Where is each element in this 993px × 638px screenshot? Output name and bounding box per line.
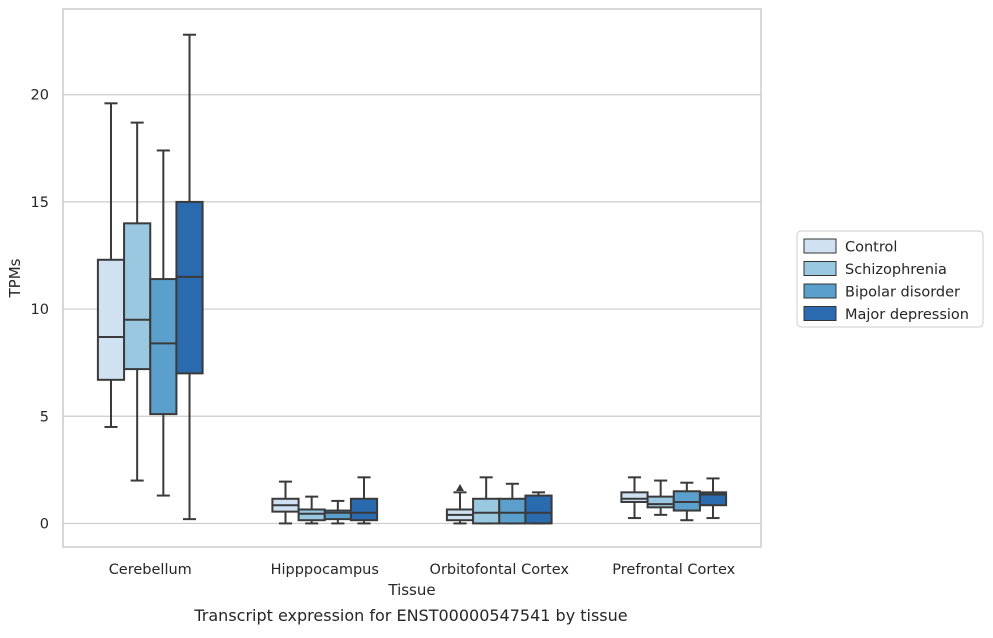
box-plot — [175, 33, 204, 521]
x-tick-label: Prefrontal Cortex — [612, 562, 735, 578]
legend-swatch — [803, 238, 837, 254]
box-iqr — [672, 490, 701, 512]
legend-swatch — [803, 283, 837, 299]
box-iqr — [149, 278, 178, 416]
legend-swatch — [803, 306, 837, 321]
plot-area: 0 5 10 15 20 Cerebellum Hipppocampus Orbitofont… — [31, 8, 762, 578]
box-iqr — [96, 258, 126, 381]
y-tick-label: 0 — [40, 516, 49, 532]
box-iqr — [472, 497, 501, 525]
box-iqr — [698, 491, 728, 507]
box-flier — [455, 484, 464, 492]
legend-label: Control — [845, 240, 897, 256]
x-tick-label: Cerebellum — [109, 562, 192, 578]
legend-frame — [796, 230, 984, 328]
legend-swatch — [803, 261, 837, 276]
box-plot — [524, 491, 553, 525]
box-iqr — [498, 497, 527, 525]
legend-label: Major depression — [845, 307, 969, 323]
box-plot — [620, 476, 649, 520]
legend-label: Schizophrenia — [845, 262, 947, 278]
box-plot — [149, 149, 178, 497]
plot-background — [63, 9, 761, 547]
box-plot — [698, 477, 728, 520]
box-plot — [96, 102, 126, 428]
x-axis-label: Tissue — [387, 581, 435, 599]
box-iqr — [620, 491, 649, 503]
legend-label: Bipolar disorder — [845, 285, 960, 301]
box-iqr — [524, 494, 553, 525]
x-tick-label: Hipppocampus — [271, 562, 379, 578]
chart-caption: Transcript expression for ENST0000054754… — [193, 606, 627, 625]
box-plot — [349, 476, 379, 525]
y-tick-label: 10 — [31, 302, 49, 318]
x-tick-label: Orbitofontal Cortex — [430, 562, 570, 578]
box-iqr — [123, 222, 152, 371]
box-iqr — [646, 495, 675, 509]
y-tick-label: 15 — [31, 195, 49, 211]
box-plot — [271, 480, 300, 525]
y-tick-label: 20 — [31, 88, 49, 104]
legend: Control Schizophrenia Bipolar disorder Majo… — [796, 230, 984, 328]
y-tick-label: 5 — [40, 409, 49, 425]
box-iqr — [349, 497, 379, 522]
box-plot — [123, 121, 152, 482]
box-plot — [498, 482, 527, 525]
box-plot — [445, 484, 475, 525]
plot-frame — [62, 8, 762, 548]
y-axis-label: TPMs — [6, 258, 24, 298]
box-iqr — [175, 200, 204, 375]
box-iqr — [297, 508, 326, 522]
